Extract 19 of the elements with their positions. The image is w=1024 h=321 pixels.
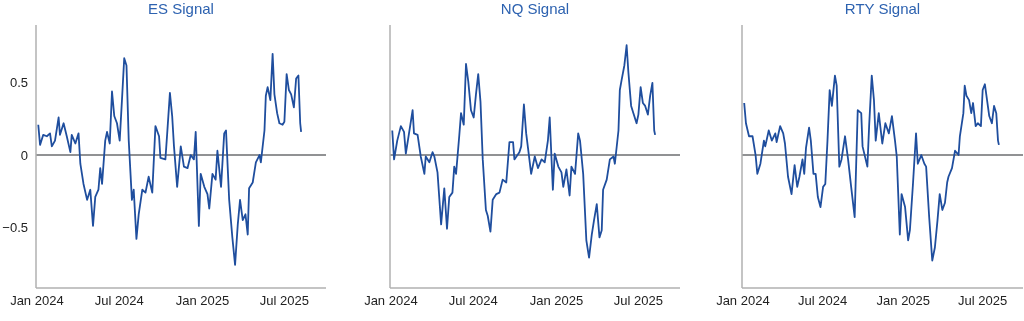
x-tick-label: Jan 2024 [364, 293, 418, 309]
line-series [37, 53, 303, 266]
chart-title: ES Signal [147, 0, 215, 19]
y-tick-label: −0.5 [2, 219, 28, 235]
x-tick-label: Jul 2025 [259, 293, 309, 309]
y-tick-label: 0 [20, 147, 28, 163]
x-tick-label: Jul 2024 [798, 293, 848, 309]
y-tick-label: 0.5 [9, 75, 28, 91]
x-tick-label: Jan 2025 [175, 293, 230, 309]
chart-title: NQ Signal [499, 0, 571, 19]
x-tick-label: Jul 2024 [94, 293, 144, 309]
x-tick-label: Jan 2025 [876, 293, 931, 309]
chart-title: RTY Signal [843, 0, 922, 19]
x-tick-label: Jul 2025 [958, 293, 1008, 309]
x-tick-label: Jul 2024 [448, 293, 498, 309]
x-tick-label: Jan 2025 [529, 293, 584, 309]
x-tick-label: Jul 2025 [613, 293, 663, 309]
x-tick-label: Jan 2024 [10, 293, 64, 309]
x-tick-label: Jan 2024 [716, 293, 770, 309]
